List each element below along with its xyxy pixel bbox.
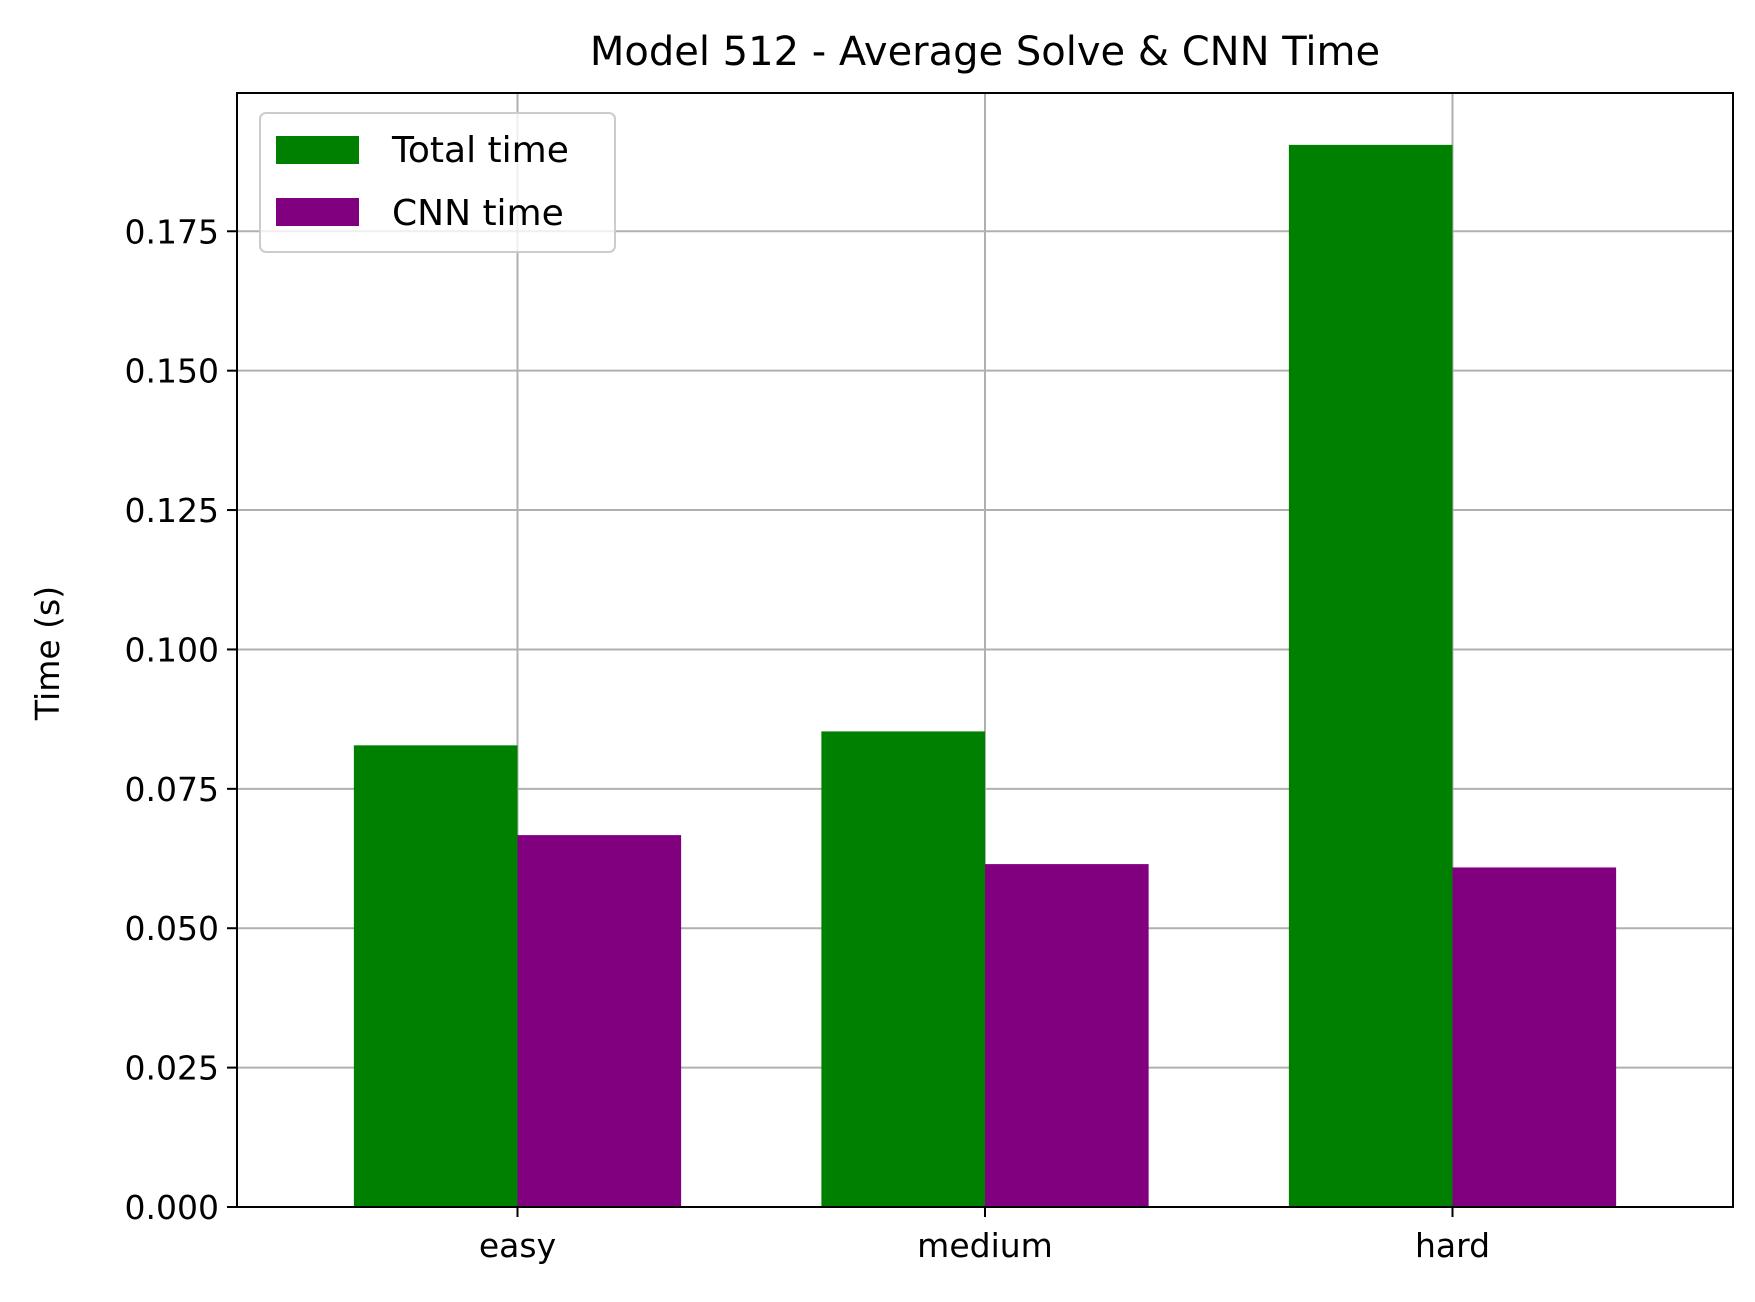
legend-label-total-time: Total time <box>391 130 569 171</box>
y-tick-label: 0.100 <box>125 630 219 669</box>
legend: Total time CNN time <box>259 112 616 253</box>
y-axis-label: Time (s) <box>28 586 67 721</box>
legend-swatch-cnn-time <box>276 198 359 226</box>
x-tick-label: medium <box>917 1226 1053 1265</box>
x-tick-label: easy <box>479 1226 556 1265</box>
legend-swatch-total-time <box>276 136 359 164</box>
bar-total-time-easy <box>353 745 518 1207</box>
y-tick-label: 0.025 <box>125 1049 219 1088</box>
y-tick-label: 0.150 <box>125 352 219 391</box>
y-tick-label: 0.125 <box>125 491 219 530</box>
bar-total-time-medium <box>821 731 985 1207</box>
y-tick-label: 0.000 <box>125 1188 219 1227</box>
legend-label-cnn-time: CNN time <box>392 193 564 234</box>
bars <box>353 144 1617 1207</box>
y-tick-label: 0.175 <box>125 212 219 251</box>
bar-cnn-time-medium <box>985 864 1149 1207</box>
axis-ticks: easy medium hard 0.000 0.025 0.050 0.075 0.100 0… <box>125 212 1491 1265</box>
bar-cnn-time-hard <box>1452 867 1617 1207</box>
y-tick-label: 0.050 <box>125 909 219 948</box>
bar-total-time-hard <box>1288 144 1453 1207</box>
chart-title: Model 512 - Average Solve & CNN Time <box>590 29 1380 75</box>
y-tick-label: 0.075 <box>125 770 219 809</box>
bar-cnn-time-easy <box>517 835 682 1207</box>
x-tick-label: hard <box>1415 1226 1490 1265</box>
